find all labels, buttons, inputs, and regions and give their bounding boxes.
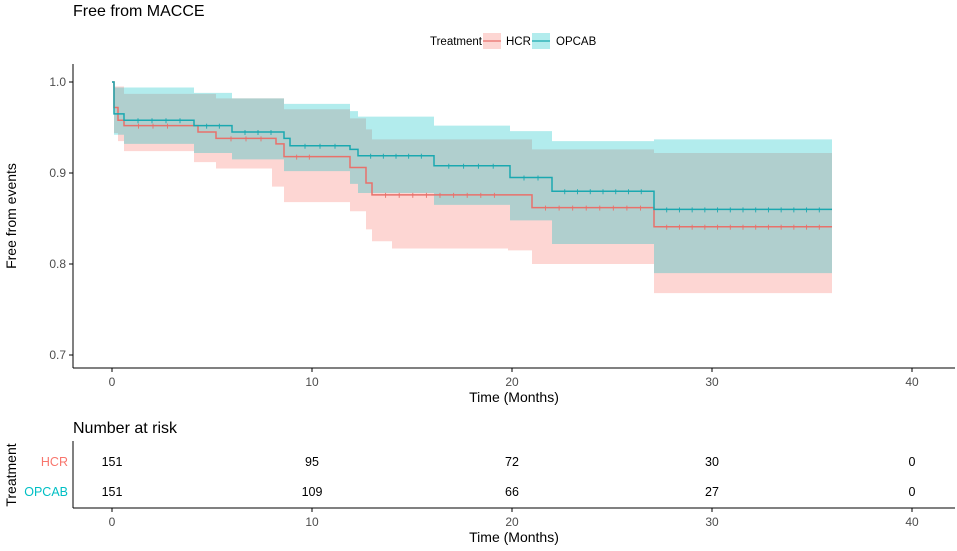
risk-count-hcr: 151 [102,455,123,469]
censor-marks [137,118,820,230]
risk-count-hcr: 0 [909,455,916,469]
risk-count-hcr: 30 [705,455,719,469]
legend-label-hcr: HCR [506,36,531,48]
y-axis-label: Free from events [3,163,19,269]
survival-plot: 0.7 0.8 0.9 1.0 0 10 20 30 40 Time (Months) Fre… [3,64,955,405]
y-tick-label: 0.8 [49,257,66,271]
risk-count-opcab: 27 [705,485,719,499]
legend: Treatment HCR OPCAB [430,33,597,49]
x-tick-label: 10 [305,375,319,389]
ci-band-hcr [112,82,832,294]
risk-table-y-label: Treatment [3,443,19,506]
risk-x-tick-label: 10 [305,515,319,529]
y-tick-label: 0.9 [49,166,66,180]
risk-count-opcab: 0 [909,485,916,499]
y-tick-label: 1.0 [49,75,66,89]
risk-row-label-hcr: HCR [41,455,68,469]
risk-count-opcab: 109 [302,485,323,499]
risk-table: Number at risk Treatment HCR OPCAB 151 95… [3,420,955,545]
risk-count-hcr: 95 [305,455,319,469]
confidence-bands [112,82,832,294]
risk-table-title: Number at risk [73,420,178,437]
risk-row-label-opcab: OPCAB [24,485,68,499]
risk-x-tick-label: 40 [905,515,919,529]
legend-label-opcab: OPCAB [556,36,597,48]
risk-x-tick-label: 20 [505,515,519,529]
y-axis-ticks: 0.7 0.8 0.9 1.0 [49,75,73,362]
risk-table-cells: 151 95 72 30 0 151 109 66 27 0 [102,455,916,499]
x-tick-label: 30 [705,375,719,389]
risk-count-hcr: 72 [505,455,519,469]
risk-x-tick-label: 30 [705,515,719,529]
risk-x-axis-label: Time (Months) [469,529,559,545]
ci-band-opcab [112,82,832,274]
risk-x-axis-ticks: 0 10 20 30 40 [109,508,919,529]
km-curve-hcr [112,81,832,228]
risk-count-opcab: 151 [102,485,123,499]
x-tick-label: 0 [109,375,116,389]
y-tick-label: 0.7 [49,348,66,362]
x-tick-label: 20 [505,375,519,389]
x-axis-ticks: 0 10 20 30 40 [109,368,919,389]
x-tick-label: 40 [905,375,919,389]
legend-title: Treatment [430,36,483,48]
x-axis-label: Time (Months) [469,389,559,405]
chart-title: Free from MACCE [73,3,205,20]
risk-count-opcab: 66 [505,485,519,499]
risk-x-tick-label: 0 [109,515,116,529]
